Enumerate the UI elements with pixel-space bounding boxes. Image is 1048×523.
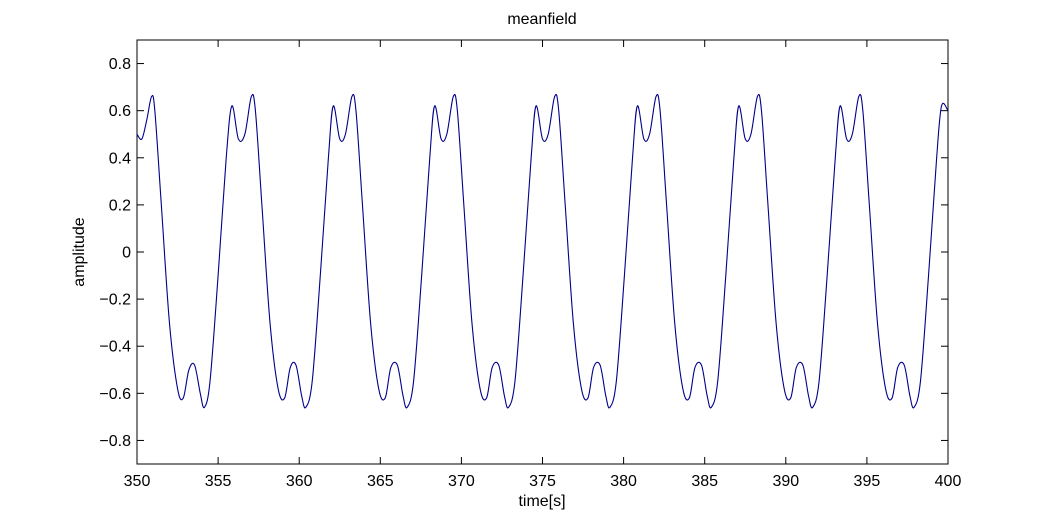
x-axis-ticks xyxy=(136,40,949,464)
x-tick-label: 375 xyxy=(529,473,556,490)
chart-title: meanfield xyxy=(507,11,576,28)
y-tick-label: 0.8 xyxy=(109,56,131,73)
y-tick-label: 0 xyxy=(122,245,131,262)
series-line xyxy=(136,93,949,409)
x-tick-label: 390 xyxy=(772,473,799,490)
y-tick-label: 0.6 xyxy=(109,103,131,120)
y-tick-label: 0.4 xyxy=(109,150,131,167)
y-tick-label: 0.2 xyxy=(109,197,131,214)
y-tick-label: −0.6 xyxy=(99,386,131,403)
x-tick-label: 385 xyxy=(691,473,718,490)
x-axis-label: time[s] xyxy=(518,493,565,510)
y-tick-label: −0.2 xyxy=(99,292,131,309)
x-axis-tick-labels: 350 355 360 365 370 375 380 385 390 395 400 xyxy=(124,473,962,490)
x-tick-label: 355 xyxy=(205,473,232,490)
y-tick-label: −0.8 xyxy=(99,433,131,450)
y-axis-tick-labels: 0.8 0.6 0.4 0.2 0 −0.2 −0.4 −0.6 −0.8 xyxy=(99,56,131,450)
y-axis-label: amplitude xyxy=(71,217,88,286)
x-tick-label: 365 xyxy=(367,473,394,490)
x-tick-label: 360 xyxy=(286,473,313,490)
x-tick-label: 395 xyxy=(854,473,881,490)
y-tick-label: −0.4 xyxy=(99,339,131,356)
y-axis-ticks xyxy=(137,63,948,441)
x-tick-label: 350 xyxy=(124,473,151,490)
x-tick-label: 400 xyxy=(935,473,962,490)
plot-area xyxy=(136,39,949,465)
x-tick-label: 370 xyxy=(448,473,475,490)
x-tick-label: 380 xyxy=(610,473,637,490)
